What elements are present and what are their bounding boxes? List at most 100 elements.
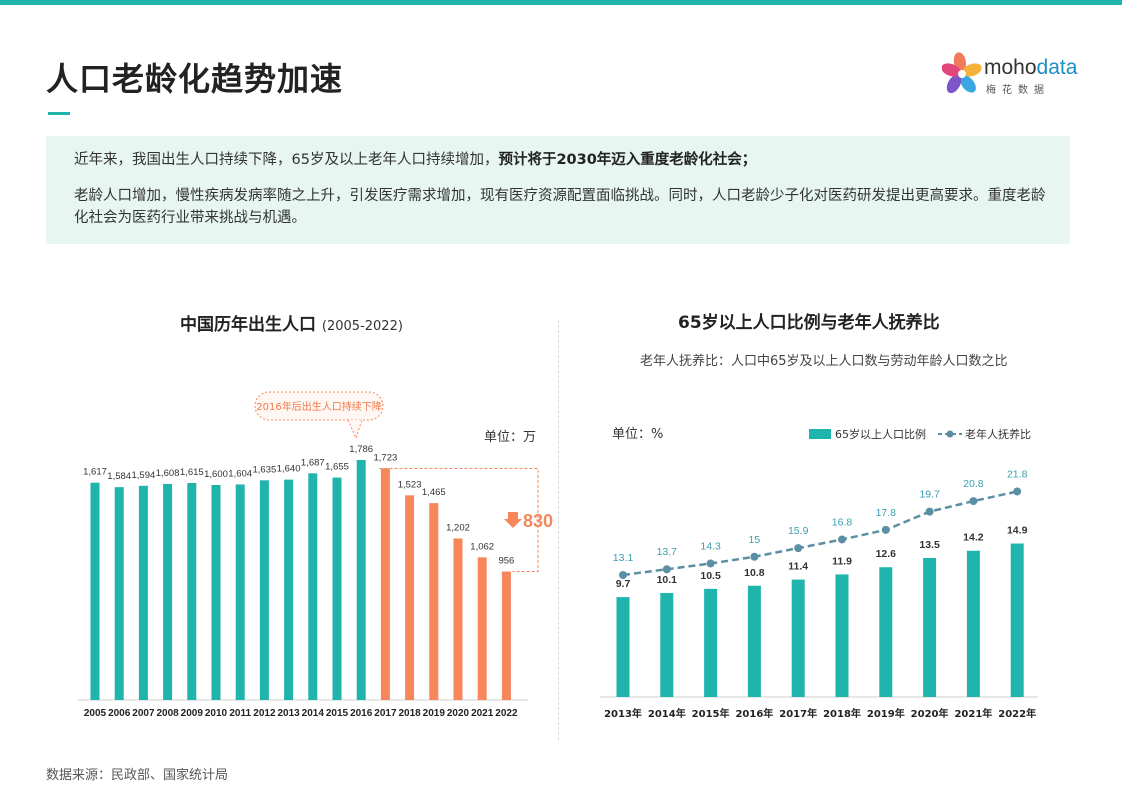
birth-value-label: 1,617 xyxy=(83,467,107,478)
dependency-ratio-point xyxy=(881,525,890,534)
dependency-ratio-value: 16.8 xyxy=(832,516,853,528)
birth-year-label: 2017 xyxy=(374,708,397,719)
birth-year-label: 2008 xyxy=(156,708,179,719)
birth-bar xyxy=(308,473,318,700)
birth-value-label: 1,584 xyxy=(107,471,131,482)
intro-line-2: 老龄人口增加，慢性疾病发病率随之上升，引发医疗需求增加，现有医疗资源配置面临挑战… xyxy=(74,188,1046,226)
dependency-ratio-point xyxy=(1013,487,1022,496)
birth-bar xyxy=(235,484,245,700)
data-source: 数据来源：民政部、国家统计局 xyxy=(46,768,229,783)
dependency-ratio-value: 19.7 xyxy=(919,489,940,501)
aging-chart-title: 65岁以上人口比例与老年人抚养比 xyxy=(678,313,940,333)
birth-value-label: 956 xyxy=(498,556,514,567)
birth-year-label: 2007 xyxy=(132,708,155,719)
aging-year-label: 2013年 xyxy=(604,707,642,720)
dependency-ratio-value: 15.9 xyxy=(788,525,809,537)
birth-value-label: 1,687 xyxy=(301,457,325,468)
birth-bar xyxy=(453,538,463,700)
down-arrow-icon xyxy=(504,512,522,528)
aging-bar-value: 10.8 xyxy=(744,567,765,579)
aging-year-label: 2021年 xyxy=(954,707,992,720)
aging-bar xyxy=(879,567,893,697)
aging-bar xyxy=(616,597,630,697)
birth-year-label: 2016 xyxy=(350,708,373,719)
birth-bar xyxy=(163,483,173,700)
birth-bar xyxy=(284,479,294,700)
birth-value-label: 1,640 xyxy=(277,464,301,475)
aging-bar xyxy=(704,588,718,697)
dependency-ratio-value: 20.8 xyxy=(963,478,984,490)
aging-year-label: 2020年 xyxy=(911,707,949,720)
aging-bar-value: 12.6 xyxy=(876,548,897,560)
dependency-ratio-point xyxy=(794,544,803,553)
brand-logo: mohodata 梅花数据 xyxy=(942,52,1082,96)
birth-bar xyxy=(332,477,342,700)
dependency-ratio-value: 15 xyxy=(749,534,761,546)
aging-chart-unit: 单位：% xyxy=(612,427,664,442)
aging-bar-value: 14.2 xyxy=(963,532,984,544)
title-underline xyxy=(48,112,70,115)
birth-bar xyxy=(380,468,390,700)
birth-year-label: 2022 xyxy=(495,708,518,719)
dependency-ratio-point xyxy=(706,559,715,568)
birth-bar xyxy=(90,482,100,700)
aging-bar-value: 14.9 xyxy=(1007,525,1028,537)
dependency-ratio-value: 21.8 xyxy=(1007,468,1028,480)
birth-year-label: 2011 xyxy=(229,708,251,719)
dependency-ratio-value: 13.1 xyxy=(613,552,634,564)
birth-value-label: 1,523 xyxy=(398,479,422,490)
birth-value-label: 1,604 xyxy=(228,468,252,479)
top-accent-bar xyxy=(0,0,1122,5)
intro-line-1: 近年来，我国出生人口持续下降，65岁及以上老年人口持续增加，预计将于2030年迈… xyxy=(74,152,757,168)
aging-bar xyxy=(835,574,849,697)
aging-bar-value: 13.5 xyxy=(919,539,940,551)
aging-bar xyxy=(791,579,805,697)
birth-bar xyxy=(138,485,148,700)
logo-subtitle: 梅花数据 xyxy=(986,85,1050,96)
birth-year-label: 2020 xyxy=(447,708,470,719)
flower-logo-icon xyxy=(942,52,982,94)
birth-bar xyxy=(501,571,511,700)
aging-bar xyxy=(966,550,980,697)
birth-year-label: 2018 xyxy=(398,708,421,719)
birth-chart-title: 中国历年出生人口 (2005-2022) xyxy=(180,315,403,335)
dependency-ratio-value: 14.3 xyxy=(700,540,721,552)
aging-year-label: 2022年 xyxy=(998,707,1036,720)
dependency-ratio-point xyxy=(925,507,934,516)
birth-year-label: 2013 xyxy=(277,708,300,719)
birth-year-label: 2021 xyxy=(471,708,494,719)
aging-chart-subtitle: 老年人抚养比：人口中65岁及以上人口数与劳动年龄人口数之比 xyxy=(640,354,1008,369)
dependency-ratio-point xyxy=(662,565,671,574)
dependency-ratio-point xyxy=(838,535,846,544)
drop-value-label: 830 xyxy=(523,511,553,531)
logo-wordmark: mohodata xyxy=(984,56,1078,79)
aging-bar-value: 10.1 xyxy=(657,574,678,586)
birth-bar xyxy=(187,482,197,700)
dependency-ratio-value: 17.8 xyxy=(876,507,897,519)
birth-value-label: 1,465 xyxy=(422,487,446,498)
birth-year-label: 2014 xyxy=(302,708,325,719)
legend-line-label: 老年人抚养比 xyxy=(965,427,1031,441)
birth-year-label: 2015 xyxy=(326,708,349,719)
aging-bar xyxy=(747,585,761,697)
aging-bar xyxy=(660,592,674,697)
dependency-ratio-point xyxy=(619,571,627,579)
birth-value-label: 1,608 xyxy=(156,468,180,479)
callout-pointer xyxy=(347,419,363,440)
drop-bracket xyxy=(379,467,539,573)
birth-value-label: 1,600 xyxy=(204,469,228,480)
dependency-ratio-point xyxy=(969,497,978,506)
aging-year-label: 2019年 xyxy=(867,707,905,720)
aging-year-label: 2017年 xyxy=(779,707,817,720)
birth-value-label: 1,062 xyxy=(470,541,494,552)
aging-year-label: 2014年 xyxy=(648,707,686,720)
callout-bubble xyxy=(254,391,384,421)
page-title: 人口老龄化趋势加速 xyxy=(46,60,344,98)
birth-bar xyxy=(259,480,269,700)
birth-value-label: 1,635 xyxy=(253,464,277,475)
birth-year-label: 2010 xyxy=(205,708,228,719)
birth-year-label: 2019 xyxy=(423,708,446,719)
legend-line-marker xyxy=(946,430,954,438)
callout-text: 2016年后出生人口持续下降 xyxy=(256,400,381,413)
